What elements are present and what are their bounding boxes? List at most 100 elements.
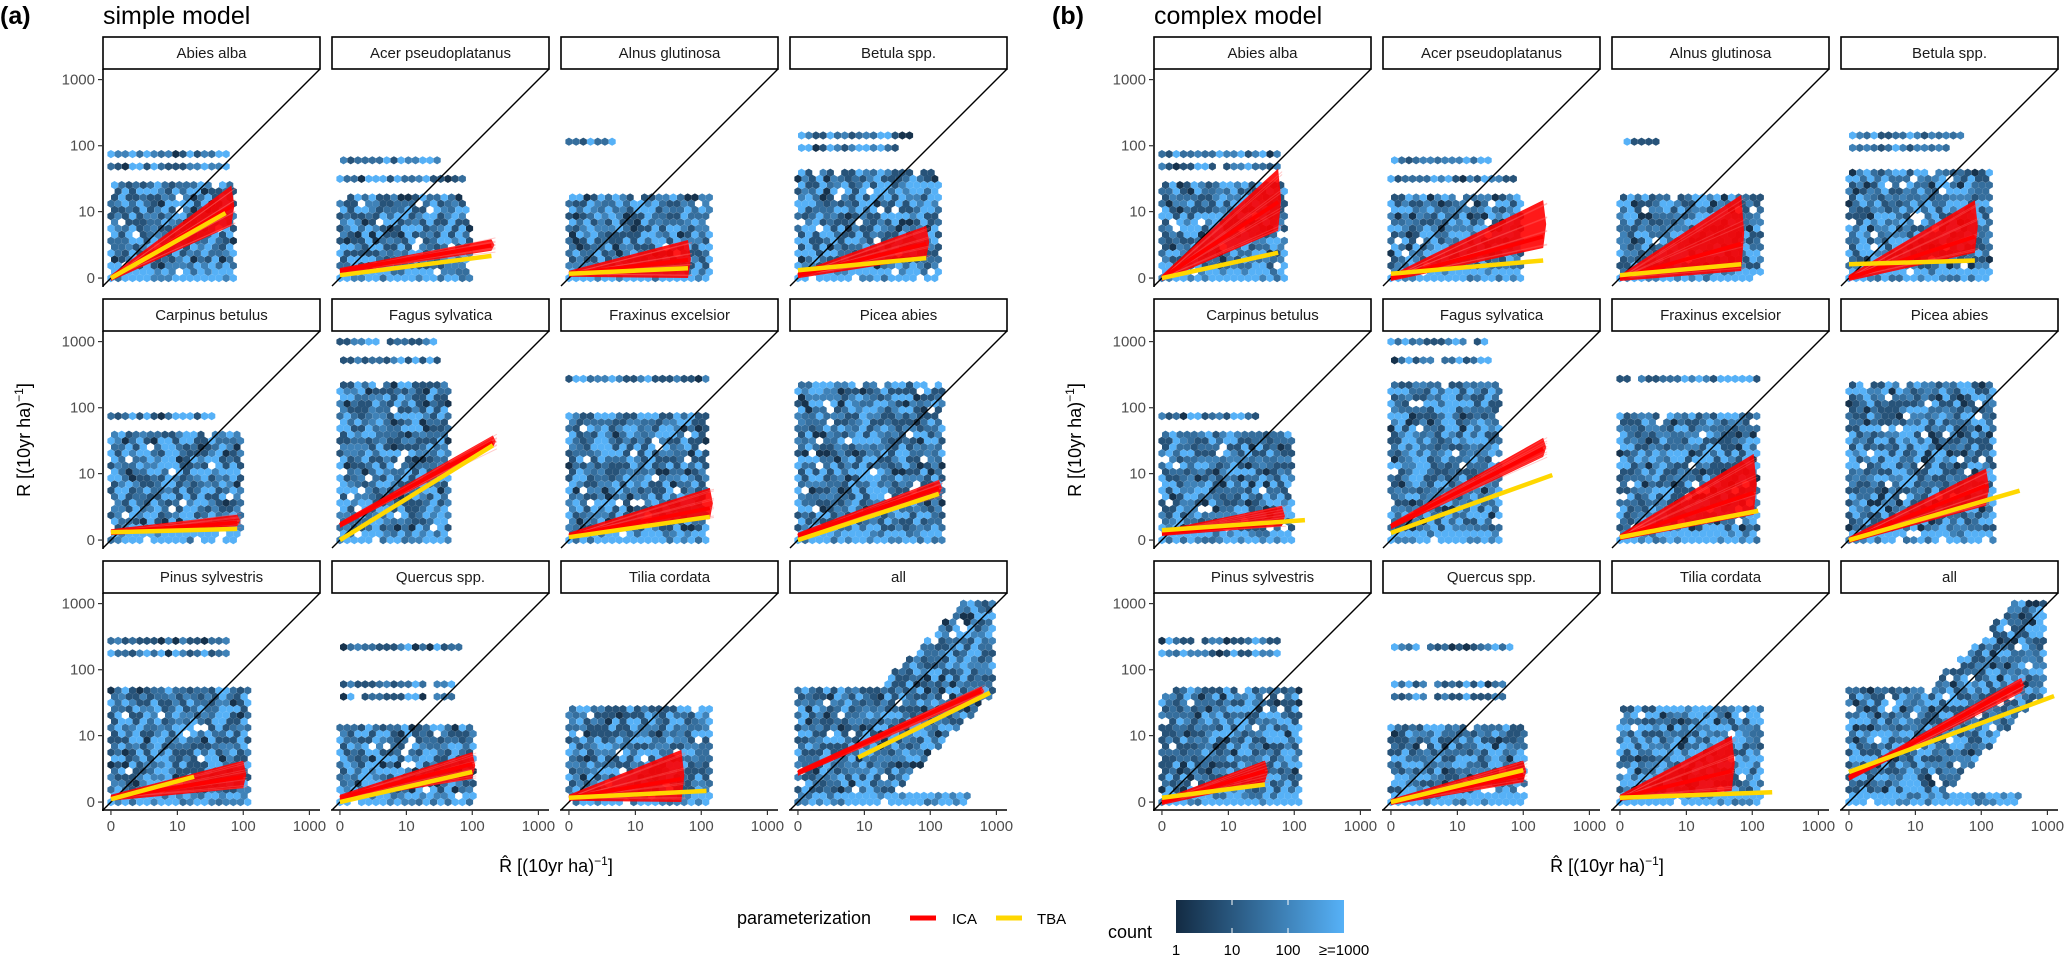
y-tick-label: 1000 — [1113, 72, 1146, 89]
facet-strip — [331, 36, 550, 70]
x-tick-label: 100 — [918, 818, 943, 835]
facet-strip — [102, 298, 321, 332]
facet-panel: Abies alba 0 10 100 1000 — [1113, 36, 1372, 287]
facet-panel: Picea abies — [789, 298, 1008, 549]
y-tick-label: 1000 — [62, 334, 95, 351]
hex-bins-level-1 — [794, 131, 942, 270]
identity-line — [1611, 68, 1830, 287]
facet-strip — [789, 298, 1008, 332]
hex-bins-level-1 — [1845, 381, 1997, 532]
colorbar-label: 100 — [1275, 942, 1300, 959]
hex-bins-level-3 — [1391, 337, 1503, 545]
tba-line — [1390, 472, 1554, 536]
y-tick-label: 10 — [78, 728, 95, 745]
x-tick-label: 1000 — [1802, 818, 1835, 835]
tba-line — [1390, 768, 1524, 805]
facet-panel: Carpinus betulus 0 10 100 1000 — [62, 298, 321, 549]
ica-line — [797, 688, 983, 775]
y-tick-label: 10 — [78, 204, 95, 221]
ica-posterior-band — [1161, 168, 1282, 282]
ica-posterior-band — [1390, 200, 1547, 282]
ica-posterior-line — [568, 752, 686, 799]
facet-strip — [1153, 560, 1372, 594]
x-tick-label: 100 — [460, 818, 485, 835]
colorbar-label: 1 — [1172, 942, 1180, 959]
ica-posterior-line — [110, 187, 236, 279]
x-tick-label: 100 — [689, 818, 714, 835]
facet-panel: Abies alba 0 10 100 1000 — [62, 36, 321, 287]
x-tick-label: 1000 — [2031, 818, 2064, 835]
ica-posterior-line — [568, 242, 693, 275]
ica-posterior-line — [110, 188, 236, 279]
facet-strip — [560, 298, 779, 332]
legend-title: parameterization — [737, 908, 871, 928]
ica-posterior-line — [1619, 476, 1758, 538]
ica-posterior-line — [1619, 219, 1746, 279]
facet-strip — [789, 36, 1008, 70]
facet-strip — [1382, 560, 1601, 594]
x-tick-label: 10 — [1449, 818, 1466, 835]
ica-posterior-line — [1619, 456, 1758, 538]
hex-bins-level-2 — [1158, 636, 1303, 807]
x-tick-label: 0 — [794, 818, 802, 835]
facet-strip-label: Pinus sylvestris — [1211, 569, 1314, 586]
x-tick-label: 10 — [1907, 818, 1924, 835]
ica-posterior-line — [1619, 740, 1736, 799]
y-label-sup: −1 — [1063, 388, 1077, 402]
y-label-sup: −1 — [12, 388, 26, 402]
ica-posterior-line — [1619, 197, 1746, 279]
facet-strip-label: Picea abies — [860, 307, 938, 324]
hex-bins-level-3 — [565, 374, 710, 545]
ica-posterior-line — [1848, 470, 1991, 541]
identity-line — [789, 592, 1008, 811]
ica-posterior-line — [1619, 753, 1736, 799]
ica-posterior-line — [1619, 224, 1746, 279]
panel-b-tag: (b) — [1052, 2, 1084, 30]
y-tick-label: 0 — [1138, 532, 1146, 549]
identity-line — [102, 330, 321, 549]
hex-bins-level-1 — [336, 337, 452, 532]
y-tick-label: 10 — [1129, 728, 1146, 745]
ica-posterior-line — [1390, 202, 1548, 279]
ica-posterior-band — [1619, 194, 1745, 282]
hex-bins-level-4 — [1845, 599, 2047, 807]
ica-posterior-line — [1619, 473, 1758, 538]
ica-line — [1619, 490, 1755, 540]
hex-bins-level-0 — [1387, 174, 1507, 258]
tba-line — [338, 443, 495, 542]
ica-posterior-line — [1161, 227, 1283, 279]
hex-bins-level-3 — [340, 643, 477, 807]
y-tick-label: 0 — [87, 532, 95, 549]
y-tick-label: 10 — [1129, 466, 1146, 483]
legend-parameterization: parameterization ICA TBA — [737, 908, 1066, 928]
hex-bins-level-3 — [1616, 705, 1761, 807]
identity-line — [331, 68, 550, 287]
hex-bins-level-1 — [565, 137, 710, 270]
hex-bins-level-4 — [1158, 636, 1303, 807]
y-tick-label: 100 — [1121, 662, 1146, 679]
ica-posterior-band — [1848, 200, 1978, 282]
hex-bins-level-0 — [1852, 599, 2040, 794]
hex-bins-level-1 — [794, 599, 996, 794]
identity-line — [1611, 330, 1830, 549]
facet-strip-label: Acer pseudoplatanus — [1421, 45, 1562, 62]
hex-bins-level-0 — [798, 387, 946, 514]
y-tick-label: 0 — [1138, 270, 1146, 287]
facet-strip-label: Abies alba — [1227, 45, 1298, 62]
y-tick-label: 0 — [1138, 794, 1146, 811]
facet-panel: Alnus glutinosa — [1611, 36, 1830, 287]
hex-bins-level-3 — [1616, 374, 1761, 545]
identity-line — [1153, 592, 1372, 811]
ica-posterior-line — [568, 488, 715, 537]
x-tick-label: 1000 — [522, 818, 555, 835]
tba-line — [857, 690, 991, 760]
ica-line — [1390, 446, 1545, 529]
tba-line — [110, 774, 195, 802]
ica-line — [797, 485, 940, 538]
facet-strip — [331, 560, 550, 594]
y-tick-label: 100 — [70, 400, 95, 417]
facet-panel: Betula spp. — [1840, 36, 2059, 287]
x-tick-label: 10 — [1220, 818, 1237, 835]
hex-bins-level-1 — [107, 636, 252, 794]
